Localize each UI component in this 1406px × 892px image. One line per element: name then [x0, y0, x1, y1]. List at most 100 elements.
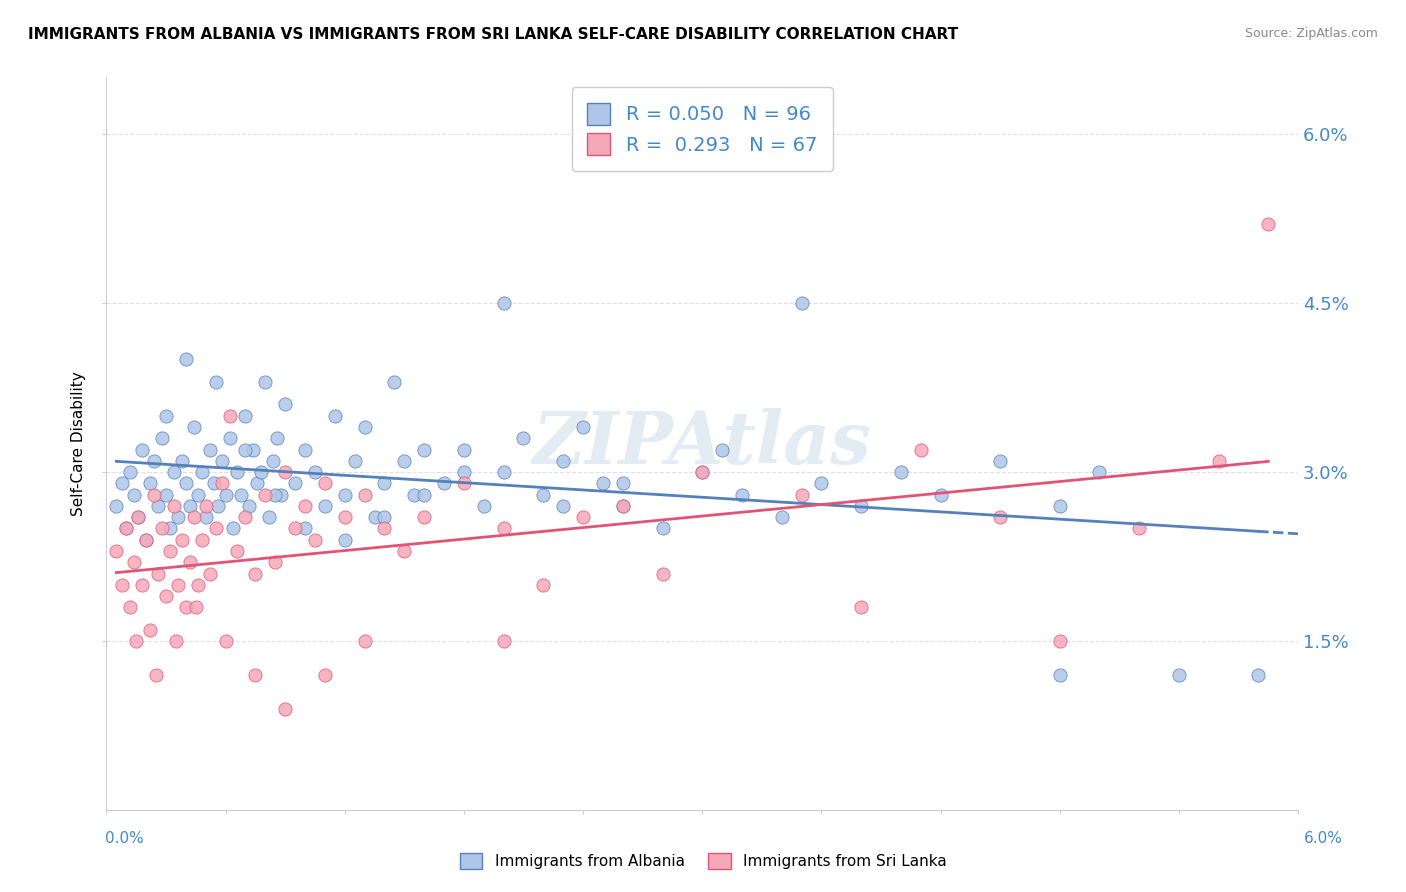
Point — [572, 510, 595, 524]
Point — [492, 521, 515, 535]
Point — [231, 488, 253, 502]
Point — [163, 465, 186, 479]
Point — [194, 510, 217, 524]
Point — [294, 499, 316, 513]
Point — [810, 476, 832, 491]
Point — [194, 499, 217, 513]
Point — [127, 510, 149, 524]
Point — [135, 533, 157, 547]
Text: IMMIGRANTS FROM ALBANIA VS IMMIGRANTS FROM SRI LANKA SELF-CARE DISABILITY CORREL: IMMIGRANTS FROM ALBANIA VS IMMIGRANTS FR… — [28, 27, 959, 42]
Point — [235, 442, 257, 457]
Point — [612, 499, 634, 513]
Point — [1167, 668, 1189, 682]
Point — [553, 499, 575, 513]
Point — [353, 420, 375, 434]
Point — [218, 409, 240, 423]
Point — [1208, 454, 1230, 468]
Point — [690, 465, 713, 479]
Point — [363, 510, 385, 524]
Point — [651, 521, 673, 535]
Point — [553, 454, 575, 468]
Point — [472, 499, 495, 513]
Point — [207, 499, 229, 513]
Point — [264, 488, 287, 502]
Point — [592, 476, 614, 491]
Point — [1049, 499, 1071, 513]
Point — [111, 578, 134, 592]
Point — [314, 476, 336, 491]
Point — [105, 499, 128, 513]
Point — [146, 499, 169, 513]
Point — [159, 521, 181, 535]
Point — [1049, 668, 1071, 682]
Point — [167, 510, 190, 524]
Point — [270, 488, 292, 502]
Point — [988, 510, 1011, 524]
Point — [294, 442, 316, 457]
Point — [165, 634, 187, 648]
Text: 6.0%: 6.0% — [1303, 831, 1343, 846]
Point — [179, 499, 201, 513]
Point — [139, 623, 162, 637]
Point — [242, 442, 264, 457]
Point — [890, 465, 912, 479]
Point — [105, 544, 128, 558]
Point — [1128, 521, 1150, 535]
Point — [257, 510, 280, 524]
Point — [770, 510, 793, 524]
Point — [1088, 465, 1111, 479]
Point — [155, 409, 177, 423]
Point — [274, 397, 297, 411]
Point — [204, 375, 226, 389]
Y-axis label: Self-Care Disability: Self-Care Disability — [72, 372, 86, 516]
Point — [413, 510, 436, 524]
Point — [651, 566, 673, 581]
Point — [202, 476, 225, 491]
Point — [122, 488, 145, 502]
Point — [294, 521, 316, 535]
Point — [111, 476, 134, 491]
Point — [187, 578, 209, 592]
Point — [120, 465, 142, 479]
Point — [929, 488, 952, 502]
Point — [211, 454, 233, 468]
Point — [988, 454, 1011, 468]
Point — [849, 600, 872, 615]
Point — [170, 454, 193, 468]
Text: ZIPAtlas: ZIPAtlas — [533, 409, 872, 479]
Point — [404, 488, 426, 502]
Point — [343, 454, 366, 468]
Point — [204, 521, 226, 535]
Legend: Immigrants from Albania, Immigrants from Sri Lanka: Immigrants from Albania, Immigrants from… — [453, 847, 953, 875]
Point — [214, 488, 236, 502]
Point — [492, 465, 515, 479]
Point — [174, 600, 197, 615]
Point — [120, 600, 142, 615]
Point — [790, 488, 813, 502]
Point — [531, 488, 554, 502]
Point — [433, 476, 456, 491]
Point — [394, 544, 416, 558]
Point — [214, 634, 236, 648]
Point — [184, 600, 207, 615]
Point — [304, 465, 326, 479]
Point — [218, 431, 240, 445]
Point — [245, 668, 267, 682]
Point — [453, 476, 475, 491]
Point — [572, 420, 595, 434]
Point — [382, 375, 405, 389]
Point — [131, 442, 153, 457]
Point — [115, 521, 138, 535]
Point — [198, 442, 221, 457]
Point — [183, 420, 205, 434]
Point — [612, 476, 634, 491]
Point — [167, 578, 190, 592]
Point — [143, 454, 166, 468]
Point — [274, 465, 297, 479]
Point — [413, 442, 436, 457]
Point — [150, 431, 173, 445]
Point — [353, 488, 375, 502]
Point — [373, 510, 395, 524]
Point — [304, 533, 326, 547]
Point — [492, 296, 515, 310]
